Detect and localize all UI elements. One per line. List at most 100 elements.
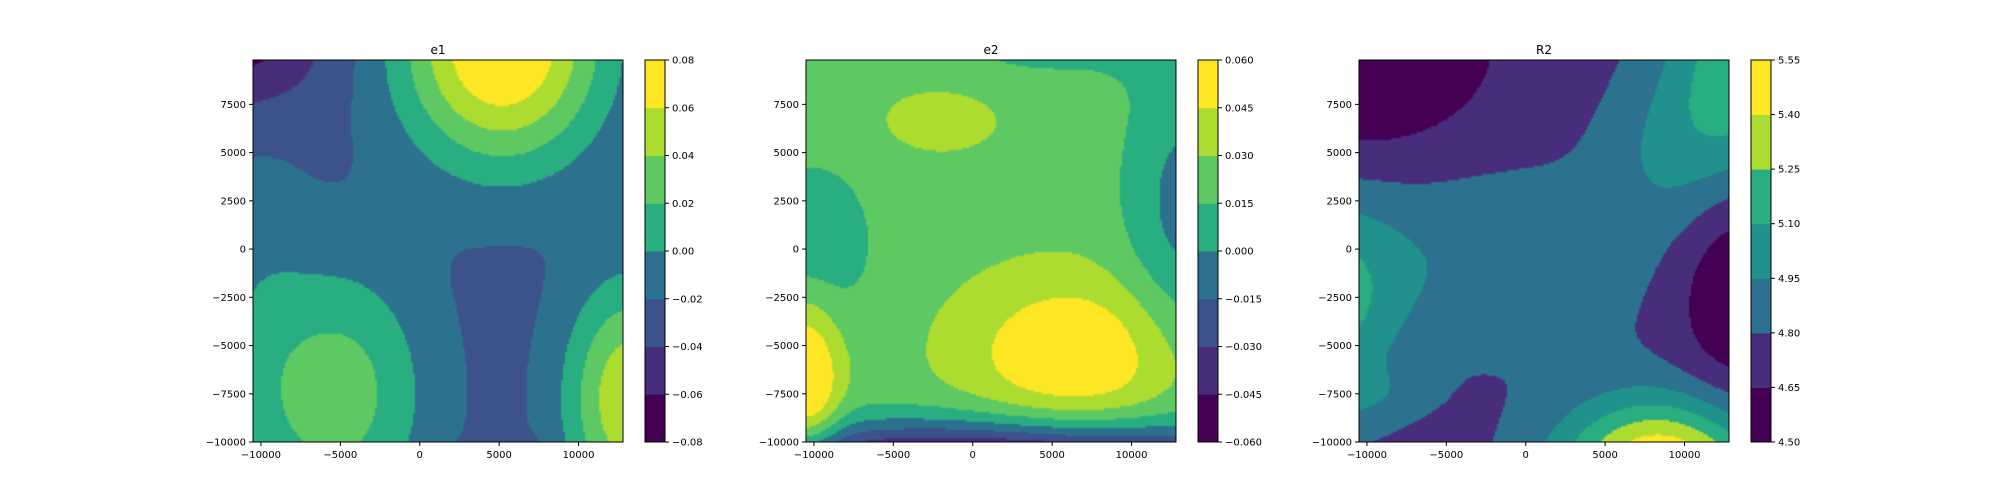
x-tick-label: −5000 [876, 450, 910, 461]
x-tick-label: 0 [417, 450, 423, 461]
colorbar-band [1198, 155, 1218, 204]
y-tick-label: −7500 [212, 389, 246, 400]
colorbar-tick-label: 4.65 [1778, 383, 1800, 394]
colorbar-tick-label: 4.80 [1778, 328, 1800, 339]
x-tick-label: 5000 [1592, 450, 1617, 461]
colorbar-tick-label: −0.02 [672, 294, 703, 305]
colorbar-tick-label: −0.060 [1225, 438, 1262, 449]
colorbar-band [1198, 107, 1218, 156]
contour-panel-r2: R2 −10000 −5000 0 5000 10000 −10000 −7500 −5000 −… [1312, 43, 1800, 461]
colorbar-band [1751, 169, 1771, 225]
colorbar-band [1198, 298, 1218, 347]
plot-frame [805, 59, 1177, 443]
colorbar-tick-label: −0.06 [672, 390, 703, 401]
y-tick-label: −10000 [759, 438, 799, 449]
y-tick-label: 0 [793, 245, 799, 256]
y-tick-label: 7500 [774, 100, 799, 111]
y-tick-label: −2500 [765, 293, 799, 304]
colorbar-tick-label: 0.015 [1225, 199, 1254, 210]
x-tick-label: 0 [1523, 450, 1529, 461]
colorbar-band [1198, 251, 1218, 300]
colorbar-band [1198, 346, 1218, 395]
panel-title: e2 [983, 43, 998, 57]
y-tick-label: −5000 [212, 341, 246, 352]
colorbar-tick-label: 0.000 [1225, 247, 1254, 258]
plot-frame [252, 59, 624, 443]
colorbar-band [1751, 387, 1771, 443]
colorbar-band [1751, 114, 1771, 170]
x-tick-label: 5000 [1039, 450, 1064, 461]
colorbar-band [1198, 203, 1218, 252]
contour-panel-e1: e1 −10000 −5000 0 5000 10000 −10000 −7500 −5000 −… [206, 43, 703, 461]
contour-fill [1359, 60, 1729, 442]
y-tick-label: −7500 [765, 389, 799, 400]
x-tick-label: −5000 [323, 450, 357, 461]
y-tick-label: −5000 [1318, 341, 1352, 352]
colorbar-tick-label: 5.40 [1778, 110, 1800, 121]
x-tick-label: 10000 [1669, 450, 1701, 461]
y-tick-label: −2500 [1318, 293, 1352, 304]
colorbar-tick-label: −0.08 [672, 438, 703, 449]
y-tick-label: 2500 [774, 196, 799, 207]
x-tick-label: −10000 [794, 450, 834, 461]
colorbar-band [645, 394, 665, 443]
colorbar-band [1751, 223, 1771, 279]
colorbar-band [645, 60, 665, 109]
colorbar-tick-label: 0.00 [672, 247, 694, 258]
x-tick-label: 10000 [1116, 450, 1148, 461]
colorbar-band [645, 155, 665, 204]
x-tick-label: −10000 [241, 450, 281, 461]
colorbar-band [645, 298, 665, 347]
colorbar-frame [1750, 59, 1772, 443]
contour-panel-e2: e2 −10000 −5000 0 5000 10000 −10000 −7500 −5000 −… [759, 43, 1262, 461]
y-tick-label: −7500 [1318, 389, 1352, 400]
y-tick-label: 5000 [1327, 148, 1352, 159]
y-tick-label: 7500 [1327, 100, 1352, 111]
y-tick-label: 7500 [221, 100, 246, 111]
colorbar-band [645, 346, 665, 395]
colorbar-band [1751, 278, 1771, 334]
y-tick-label: −10000 [1312, 438, 1352, 449]
x-tick-label: −5000 [1429, 450, 1463, 461]
contour-fill [253, 60, 623, 442]
colorbar-tick-label: 0.045 [1225, 103, 1254, 114]
colorbar-tick-label: 5.25 [1778, 165, 1800, 176]
panel-title: e1 [430, 43, 445, 57]
colorbar-tick-label: 0.060 [1225, 56, 1254, 67]
x-tick-label: 0 [970, 450, 976, 461]
y-tick-label: 2500 [221, 196, 246, 207]
colorbar-band [645, 203, 665, 252]
x-tick-label: −10000 [1347, 450, 1387, 461]
y-tick-label: 5000 [774, 148, 799, 159]
y-tick-label: −10000 [206, 438, 246, 449]
colorbar-tick-label: −0.04 [672, 342, 703, 353]
contour-fill [806, 60, 1176, 442]
x-tick-label: 10000 [563, 450, 595, 461]
colorbar-band [1198, 394, 1218, 443]
colorbar-band [645, 251, 665, 300]
panel-title: R2 [1536, 43, 1552, 57]
colorbar-tick-label: 4.95 [1778, 274, 1800, 285]
colorbar-tick-label: −0.015 [1225, 294, 1262, 305]
colorbar-band [1751, 60, 1771, 116]
colorbar-tick-label: −0.045 [1225, 390, 1262, 401]
colorbar-band [645, 107, 665, 156]
colorbar-tick-label: 0.04 [672, 151, 694, 162]
colorbar-tick-label: 0.06 [672, 103, 694, 114]
y-tick-label: −5000 [765, 341, 799, 352]
colorbar-tick-label: 0.030 [1225, 151, 1254, 162]
y-tick-label: 5000 [221, 148, 246, 159]
colorbar-tick-label: 5.10 [1778, 219, 1800, 230]
colorbar-tick-label: 5.55 [1778, 56, 1800, 67]
colorbar-tick-label: 0.08 [672, 56, 694, 67]
y-tick-label: 0 [240, 245, 246, 256]
colorbar-band [1751, 332, 1771, 388]
colorbar-tick-label: −0.030 [1225, 342, 1262, 353]
y-tick-label: −2500 [212, 293, 246, 304]
colorbar-tick-label: 0.02 [672, 199, 694, 210]
y-tick-label: 0 [1346, 245, 1352, 256]
colorbar-tick-label: 4.50 [1778, 438, 1800, 449]
plot-frame [1358, 59, 1730, 443]
colorbar-band [1198, 60, 1218, 109]
y-tick-label: 2500 [1327, 196, 1352, 207]
